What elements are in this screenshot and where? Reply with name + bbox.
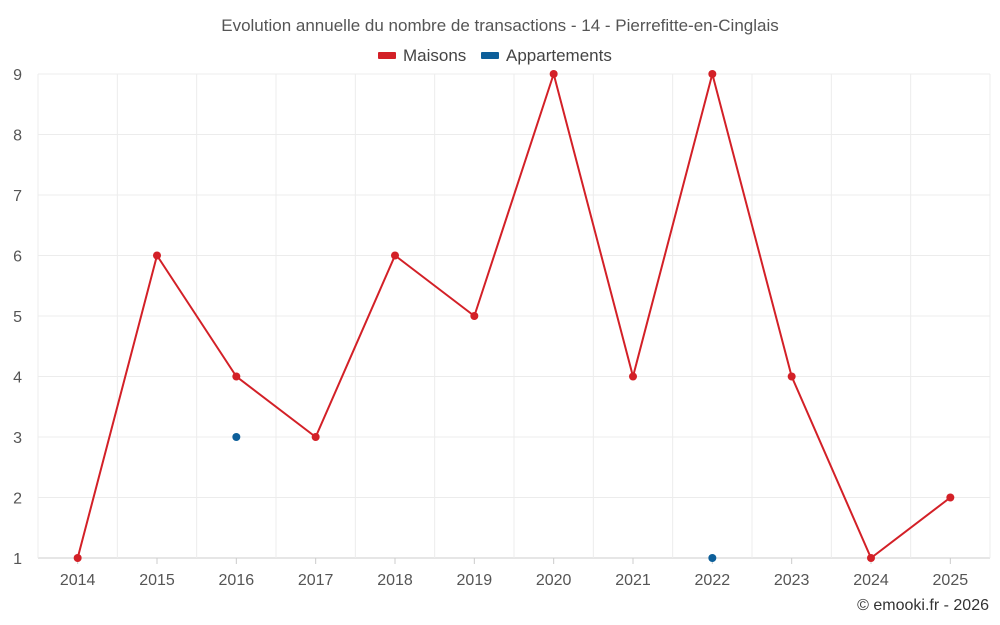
y-tick-label-9: 9	[13, 67, 22, 84]
credit-text: © emooki.fr - 2026	[857, 597, 989, 614]
x-axis-ticks: 2014 2015 2016 2017 2018 2019 2020 2021 2022 2023…	[60, 558, 968, 589]
x-tick-label-2016: 2016	[219, 572, 255, 589]
y-tick-label-3: 3	[13, 430, 22, 447]
point-appartements-2022	[708, 554, 717, 562]
series-appartements	[232, 433, 717, 562]
x-tick-label-2021: 2021	[615, 572, 651, 589]
y-tick-label-1: 1	[13, 551, 22, 568]
y-tick-label-7: 7	[13, 188, 22, 205]
x-tick-label-2023: 2023	[774, 572, 810, 589]
legend-label-maisons: Maisons	[403, 46, 466, 65]
x-tick-label-2022: 2022	[695, 572, 731, 589]
x-tick-label-2017: 2017	[298, 572, 334, 589]
point-appartements-2016	[232, 433, 241, 441]
x-tick-label-2019: 2019	[457, 572, 493, 589]
legend-swatch-appartements	[481, 52, 499, 59]
series	[73, 70, 955, 562]
point-maisons-2024	[867, 554, 875, 562]
point-maisons-2021	[629, 372, 637, 381]
point-maisons-2022	[708, 70, 717, 78]
point-maisons-2015	[153, 251, 161, 260]
x-tick-label-2024: 2024	[853, 572, 889, 589]
point-maisons-2025	[946, 493, 955, 502]
x-tick-label-2015: 2015	[139, 572, 175, 589]
x-tick-label-2020: 2020	[536, 572, 572, 589]
series-maisons	[73, 70, 955, 562]
chart-title: Evolution annuelle du nombre de transact…	[221, 16, 779, 35]
y-tick-label-6: 6	[13, 249, 22, 266]
series-line-maisons	[76, 73, 951, 559]
y-tick-label-4: 4	[13, 370, 22, 387]
x-tick-label-2018: 2018	[377, 572, 413, 589]
y-axis-ticks: 1 2 3 4 5 6 7 8 9	[13, 67, 22, 568]
legend-item-appartements[interactable]: Appartements	[481, 46, 612, 65]
legend-swatch-maisons	[378, 52, 396, 59]
x-tick-label-2014: 2014	[60, 572, 96, 589]
point-maisons-2017	[311, 433, 320, 441]
x-tick-label-2025: 2025	[933, 572, 969, 589]
point-maisons-2018	[391, 251, 399, 260]
y-tick-label-2: 2	[13, 491, 22, 508]
point-maisons-2019	[470, 312, 479, 320]
legend-label-appartements: Appartements	[506, 46, 612, 65]
point-maisons-2020	[549, 70, 558, 78]
gridlines	[37, 73, 991, 559]
legend: Maisons Appartements	[378, 46, 612, 65]
point-maisons-2014	[73, 554, 82, 562]
legend-item-maisons[interactable]: Maisons	[378, 46, 466, 65]
y-tick-label-8: 8	[13, 128, 22, 145]
point-maisons-2016	[232, 372, 241, 381]
point-maisons-2023	[787, 372, 796, 381]
y-tick-label-5: 5	[13, 309, 22, 326]
